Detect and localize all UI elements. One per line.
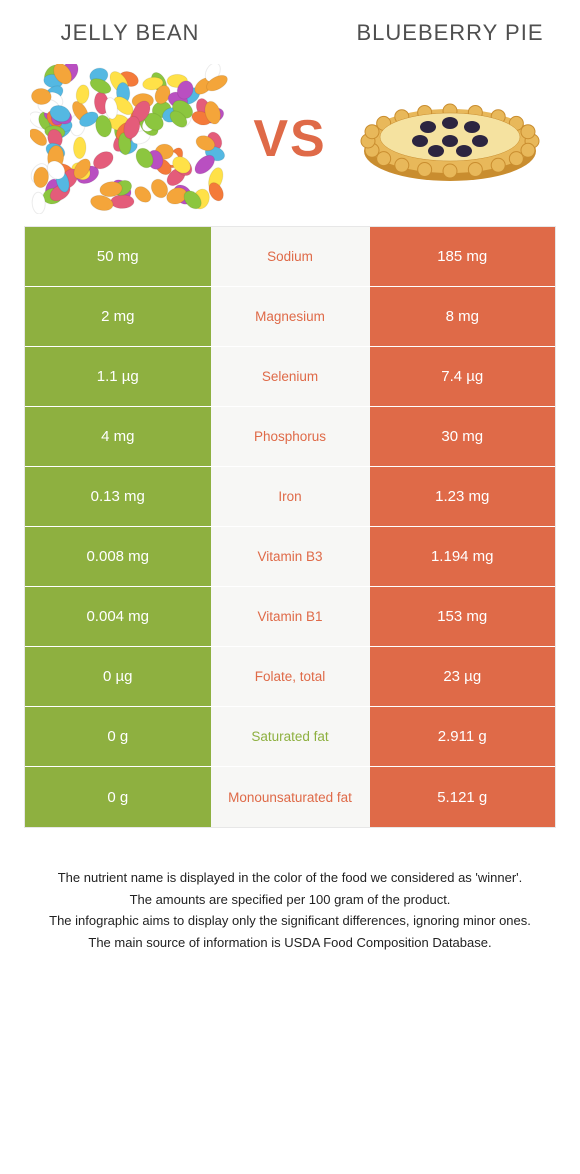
right-food-title: Blueberry pie xyxy=(350,20,550,46)
right-value: 2.911 g xyxy=(370,707,556,766)
left-value: 0.008 mg xyxy=(25,527,211,586)
footer-line-3: The infographic aims to display only the… xyxy=(30,911,550,931)
nutrient-row: 50 mgSodium185 mg xyxy=(25,227,555,287)
right-value: 1.194 mg xyxy=(370,527,556,586)
right-value: 153 mg xyxy=(370,587,556,646)
left-food-title: Jelly bean xyxy=(30,20,230,46)
left-value: 0.13 mg xyxy=(25,467,211,526)
nutrient-table: 50 mgSodium185 mg2 mgMagnesium8 mg1.1 µg… xyxy=(24,226,556,828)
right-value: 8 mg xyxy=(370,287,556,346)
pie-icon xyxy=(350,69,550,209)
nutrient-label: Iron xyxy=(211,467,370,526)
left-value: 0 g xyxy=(25,707,211,766)
left-value: 50 mg xyxy=(25,227,211,286)
nutrient-row: 0 gSaturated fat2.911 g xyxy=(25,707,555,767)
right-value: 5.121 g xyxy=(370,767,556,827)
left-value: 0.004 mg xyxy=(25,587,211,646)
jelly-bean-icon xyxy=(30,64,230,214)
footer-line-1: The nutrient name is displayed in the co… xyxy=(30,868,550,888)
nutrient-row: 0 µgFolate, total23 µg xyxy=(25,647,555,707)
nutrient-label: Saturated fat xyxy=(211,707,370,766)
right-value: 185 mg xyxy=(370,227,556,286)
left-value: 1.1 µg xyxy=(25,347,211,406)
nutrient-label: Folate, total xyxy=(211,647,370,706)
nutrient-row: 0 gMonounsaturated fat5.121 g xyxy=(25,767,555,827)
nutrient-label: Vitamin B1 xyxy=(211,587,370,646)
right-value: 7.4 µg xyxy=(370,347,556,406)
nutrient-row: 1.1 µgSelenium7.4 µg xyxy=(25,347,555,407)
images-row: VS xyxy=(0,56,580,226)
nutrient-label: Selenium xyxy=(211,347,370,406)
nutrient-label: Monounsaturated fat xyxy=(211,767,370,827)
right-value: 23 µg xyxy=(370,647,556,706)
nutrient-row: 4 mgPhosphorus30 mg xyxy=(25,407,555,467)
blueberry-pie-image xyxy=(350,64,550,214)
nutrient-row: 0.13 mgIron1.23 mg xyxy=(25,467,555,527)
nutrient-label: Sodium xyxy=(211,227,370,286)
right-value: 1.23 mg xyxy=(370,467,556,526)
left-value: 0 µg xyxy=(25,647,211,706)
left-value: 0 g xyxy=(25,767,211,827)
nutrient-label: Vitamin B3 xyxy=(211,527,370,586)
footer-line-2: The amounts are specified per 100 gram o… xyxy=(30,890,550,910)
nutrient-label: Phosphorus xyxy=(211,407,370,466)
right-value: 30 mg xyxy=(370,407,556,466)
nutrient-row: 0.008 mgVitamin B31.194 mg xyxy=(25,527,555,587)
nutrient-row: 0.004 mgVitamin B1153 mg xyxy=(25,587,555,647)
left-value: 4 mg xyxy=(25,407,211,466)
left-value: 2 mg xyxy=(25,287,211,346)
nutrient-label: Magnesium xyxy=(211,287,370,346)
nutrient-row: 2 mgMagnesium8 mg xyxy=(25,287,555,347)
footer-line-4: The main source of information is USDA F… xyxy=(30,933,550,953)
footer-notes: The nutrient name is displayed in the co… xyxy=(0,828,580,952)
jelly-bean-image xyxy=(30,64,230,214)
header: Jelly bean Blueberry pie xyxy=(0,0,580,56)
vs-label: VS xyxy=(253,109,326,169)
